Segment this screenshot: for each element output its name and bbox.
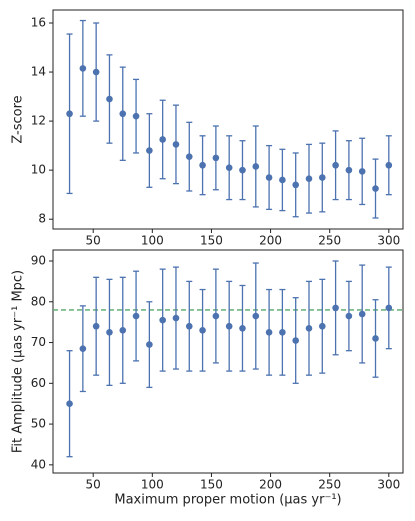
- point: [146, 341, 153, 348]
- y-tick-label: 50: [31, 417, 46, 431]
- y-tick-label: 90: [31, 254, 46, 268]
- point: [265, 329, 273, 336]
- point: [199, 327, 206, 334]
- point: [119, 327, 127, 334]
- y-axis-label: Z-score: [11, 95, 26, 143]
- x-axis-label: Maximum proper motion (μas yr⁻¹): [114, 493, 341, 508]
- x-tick-label: 200: [259, 234, 282, 248]
- point: [185, 322, 193, 330]
- point: [318, 322, 326, 330]
- point: [199, 161, 206, 169]
- point: [172, 314, 180, 322]
- point: [185, 153, 193, 160]
- y-tick-label: 8: [38, 212, 46, 226]
- point: [225, 164, 233, 171]
- point: [332, 304, 339, 312]
- y-tick-label: 16: [31, 15, 46, 29]
- point: [146, 147, 153, 154]
- point: [225, 322, 233, 330]
- x-tick-label: 300: [377, 478, 400, 492]
- point: [172, 141, 180, 148]
- y-tick-label: 80: [31, 294, 46, 308]
- point: [119, 110, 127, 118]
- point: [358, 168, 366, 175]
- point: [106, 329, 113, 336]
- point: [292, 337, 299, 344]
- x-tick-label: 200: [259, 478, 282, 492]
- x-tick-label: 250: [318, 478, 341, 492]
- point: [332, 161, 339, 169]
- point: [212, 154, 220, 162]
- point: [345, 166, 353, 174]
- point: [132, 112, 140, 120]
- point: [305, 324, 313, 332]
- x-tick-label: 150: [200, 234, 223, 248]
- y-tick-label: 10: [31, 163, 46, 177]
- y-tick-label: 40: [31, 457, 46, 471]
- point: [66, 400, 73, 407]
- y-tick-label: 14: [31, 65, 46, 79]
- x-tick-label: 250: [318, 234, 341, 248]
- point: [66, 110, 73, 118]
- y-axis-label: Fit Amplitude (μas yr⁻¹ Mpc): [11, 270, 26, 453]
- point: [318, 174, 326, 181]
- point: [159, 316, 166, 324]
- x-tick-label: 150: [200, 478, 223, 492]
- point: [212, 312, 220, 320]
- x-tick-label: 300: [377, 234, 400, 248]
- x-tick-label: 100: [141, 478, 164, 492]
- point: [92, 322, 100, 330]
- point: [159, 136, 166, 143]
- y-tick-label: 60: [31, 376, 46, 390]
- x-tick-label: 50: [86, 234, 101, 248]
- point: [79, 65, 87, 72]
- point: [305, 175, 313, 183]
- point: [252, 163, 260, 170]
- point: [358, 310, 366, 318]
- point: [239, 324, 246, 332]
- x-tick-label: 100: [141, 234, 164, 248]
- point: [239, 166, 246, 174]
- plot-frame: [52, 9, 404, 230]
- point: [106, 95, 113, 103]
- point: [292, 181, 299, 189]
- plot-frame: [52, 249, 404, 474]
- point: [385, 161, 393, 169]
- point: [372, 185, 379, 192]
- point: [385, 304, 393, 312]
- point: [345, 312, 353, 320]
- y-tick-label: 70: [31, 335, 46, 349]
- point: [265, 174, 273, 181]
- point: [279, 176, 286, 184]
- point: [132, 312, 140, 320]
- point: [79, 345, 87, 352]
- point: [279, 329, 286, 336]
- point: [372, 335, 379, 342]
- x-tick-label: 50: [86, 478, 101, 492]
- point: [92, 68, 100, 76]
- y-tick-label: 12: [31, 114, 46, 128]
- point: [252, 312, 260, 320]
